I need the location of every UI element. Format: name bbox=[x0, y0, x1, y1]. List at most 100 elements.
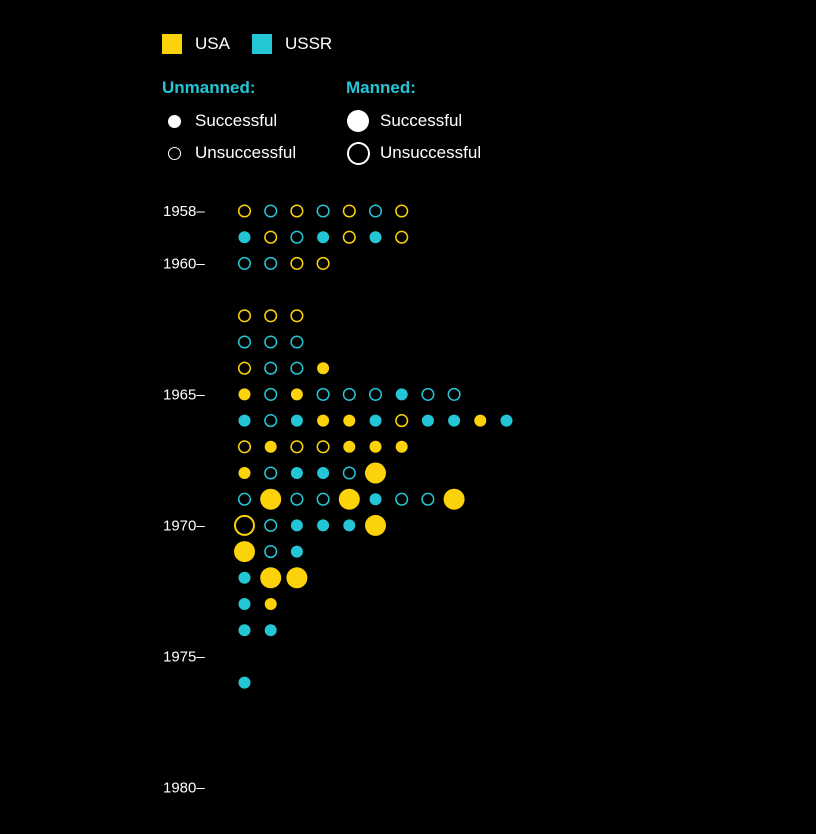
mission-dot bbox=[395, 230, 409, 244]
manned-unsuccessful-label: Unsuccessful bbox=[380, 143, 482, 162]
mission-dot bbox=[290, 414, 303, 427]
mission-dot bbox=[264, 335, 278, 349]
mission-dot bbox=[317, 467, 330, 479]
mission-dot bbox=[317, 231, 330, 244]
mission-dot bbox=[260, 567, 282, 589]
year-tick-label: 1980– bbox=[163, 779, 205, 796]
mission-dot bbox=[500, 414, 513, 427]
manned-heading: Manned: bbox=[346, 78, 416, 97]
mission-dot bbox=[264, 414, 278, 428]
mission-dot bbox=[290, 467, 303, 479]
mission-dot bbox=[238, 388, 251, 401]
mission-dot bbox=[264, 387, 278, 401]
mission-dot bbox=[338, 488, 360, 510]
mission-dot bbox=[343, 440, 356, 453]
mission-dot bbox=[290, 388, 303, 401]
mission-dot bbox=[316, 387, 330, 401]
mission-dot bbox=[290, 230, 304, 244]
manned-legend: Manned: Successful Unsuccessful bbox=[346, 78, 481, 173]
mission-dot bbox=[368, 204, 383, 218]
mission-marks bbox=[234, 204, 513, 689]
mission-dot bbox=[264, 230, 278, 244]
mission-dot bbox=[286, 567, 308, 589]
mission-dot bbox=[395, 388, 408, 401]
mission-dot bbox=[264, 256, 278, 270]
year-axis: 1958– 1960– 1965– 1970– 1975– 1980– bbox=[163, 203, 205, 796]
large-open-circle-icon bbox=[346, 141, 370, 165]
mission-dot bbox=[317, 362, 330, 375]
mission-dot bbox=[421, 492, 435, 506]
mission-dot bbox=[316, 440, 330, 454]
ussr-swatch bbox=[251, 34, 272, 54]
mission-dot bbox=[264, 361, 278, 375]
mission-dot bbox=[316, 256, 330, 270]
year-tick-label: 1970– bbox=[163, 517, 205, 534]
unmanned-successful-label: Successful bbox=[195, 111, 278, 130]
mission-dot bbox=[369, 493, 382, 506]
unmanned-unsuccessful-label: Unsuccessful bbox=[195, 143, 297, 162]
mission-dot bbox=[237, 335, 252, 349]
mission-dot bbox=[264, 309, 278, 323]
manned-unsuccessful-row: Unsuccessful bbox=[346, 141, 481, 165]
mission-dot bbox=[238, 624, 251, 637]
year-tick-label: 1960– bbox=[163, 255, 205, 272]
large-filled-circle-icon bbox=[346, 109, 370, 133]
mission-dot bbox=[395, 440, 408, 453]
mission-dot bbox=[238, 598, 251, 610]
mission-dot bbox=[237, 256, 252, 270]
mission-dot bbox=[264, 545, 278, 559]
mission-dot bbox=[474, 414, 487, 427]
mission-dot bbox=[264, 624, 277, 637]
mission-dot bbox=[443, 488, 465, 510]
small-open-circle-icon bbox=[162, 141, 186, 165]
mission-dot bbox=[316, 204, 330, 218]
mission-dot bbox=[317, 414, 330, 427]
unmanned-unsuccessful-row: Unsuccessful bbox=[162, 141, 296, 165]
mission-dot bbox=[264, 598, 277, 610]
mission-dot bbox=[369, 231, 382, 244]
mission-dot bbox=[237, 440, 252, 454]
unmanned-successful-row: Successful bbox=[162, 109, 296, 133]
mission-dot bbox=[290, 545, 303, 558]
unmanned-legend: Unmanned: Successful Unsuccessful bbox=[162, 78, 296, 173]
mission-dot bbox=[238, 676, 251, 689]
mission-dot bbox=[237, 361, 252, 375]
year-tick-label: 1975– bbox=[163, 648, 205, 665]
mission-dot bbox=[365, 514, 386, 536]
mission-dot bbox=[395, 492, 409, 506]
mission-dot bbox=[342, 387, 356, 401]
mission-dot bbox=[395, 204, 409, 218]
mission-dot bbox=[421, 414, 434, 427]
unmanned-heading: Unmanned: bbox=[162, 78, 256, 97]
mission-dot bbox=[316, 492, 330, 506]
mission-dot bbox=[237, 309, 252, 323]
country-legend: USA USSR bbox=[162, 34, 354, 54]
mission-dot bbox=[238, 571, 251, 584]
ussr-label: USSR bbox=[284, 34, 333, 53]
small-filled-circle-icon bbox=[162, 109, 186, 133]
mission-dot bbox=[238, 467, 251, 479]
mission-dot bbox=[369, 414, 382, 427]
mission-dot bbox=[237, 204, 252, 218]
mission-dot bbox=[264, 466, 278, 480]
mission-dot bbox=[290, 256, 304, 270]
manned-successful-label: Successful bbox=[380, 111, 463, 130]
mission-dot bbox=[290, 309, 304, 323]
mission-dot bbox=[448, 414, 461, 427]
mission-dot bbox=[290, 335, 304, 349]
mission-dot bbox=[264, 204, 278, 218]
mission-dot bbox=[343, 519, 356, 532]
mission-dot bbox=[290, 492, 304, 506]
mission-dot bbox=[343, 414, 356, 427]
mission-dot bbox=[395, 414, 409, 428]
mission-dot bbox=[290, 519, 303, 532]
mission-dot bbox=[264, 518, 278, 532]
mission-dot bbox=[234, 541, 255, 563]
mission-dot bbox=[421, 387, 435, 401]
mission-dot bbox=[365, 462, 386, 484]
mission-dot bbox=[260, 488, 282, 510]
mission-dot bbox=[238, 231, 251, 244]
mission-dot bbox=[234, 514, 255, 536]
mission-dot bbox=[317, 519, 330, 532]
